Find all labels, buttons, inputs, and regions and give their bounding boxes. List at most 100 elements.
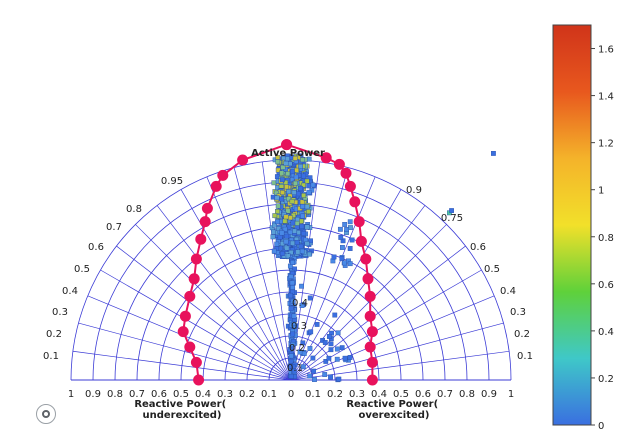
scatter-point [328,341,334,347]
x-tick-label: 0 [288,389,294,400]
x-tick-label: 0.5 [393,389,409,400]
grid-ray [290,269,482,381]
grid-ray [290,176,376,381]
scatter-point [299,218,304,224]
scatter-points [269,150,496,383]
scatter-point [279,196,284,202]
scatter-point [306,183,312,189]
scatter-point [275,208,280,214]
boundary-point [184,290,196,302]
scatter-point [274,241,280,247]
boundary-point [320,152,332,164]
scatter-point [290,331,296,337]
scatter-point [307,175,313,181]
scatter-point [290,260,296,265]
scatter-point [287,363,293,369]
scatter-point [342,355,348,361]
x-tick-label: 0.1 [261,389,277,400]
boundary-point [366,356,378,368]
scatter-point [276,226,282,232]
x-tick-label: 0.5 [173,389,189,400]
colorbar-tick-label: 0.4 [598,327,614,338]
x-tick-label: 0.7 [437,389,453,400]
x-tick-label: 0.4 [195,389,211,400]
inner-radial-label: 0.4 [292,298,308,309]
scatter-point [280,164,286,170]
scatter-point [301,182,306,188]
scatter-point [347,246,353,251]
x-tick-label: 1 [508,389,514,400]
scatter-point [290,220,296,226]
scatter-point [337,226,343,232]
scatter-point [279,177,285,183]
boundary-point [184,341,196,353]
scatter-point [347,261,353,267]
colorbar-bar [552,24,592,426]
scatter-point [271,180,277,186]
scatter-point [306,251,312,257]
colorbar-tick-label: 0.6 [598,280,614,291]
radial-label-left: 0.7 [106,222,122,233]
grid-ray [233,167,292,381]
scatter-point [335,330,341,336]
inner-radial-label: 0.3 [291,321,307,332]
scatter-point [342,222,348,227]
scatter-point [310,355,316,361]
scatter-point [271,248,277,254]
scatter-point [289,199,295,204]
scatter-point [279,251,285,256]
scatter-point [326,355,332,361]
radial-label-right: 0.75 [441,213,463,224]
boundary-point [366,374,378,386]
scatter-point [272,213,278,219]
scatter-point [287,161,293,167]
scatter-point [299,223,305,229]
scatter-point [288,353,294,359]
scatter-point [349,237,355,243]
scatter-point [289,280,295,286]
scatter-point [310,182,316,188]
scatter-point [282,226,288,232]
colorbar: 0 0.2 0.4 0.6 0.8 1 1.2 1.4 1.6 [552,24,614,432]
scatter-point [307,373,313,379]
scatter-point [290,169,295,175]
plotly-logo-icon[interactable] [36,404,56,424]
scatter-point [299,199,305,205]
scatter-point [291,368,297,374]
scatter-point [290,298,296,304]
xlabel-right-line1: Reactive Power( [346,399,438,410]
grid-ray [116,245,292,381]
scatter-point [293,174,299,180]
scatter-point [294,240,300,245]
radial-label-right: 0.5 [484,264,500,275]
scatter-point [290,240,295,246]
scatter-point [323,359,329,364]
grid-ray [290,205,426,381]
x-tick-label: 0.1 [305,389,321,400]
boundary-point [333,158,345,170]
boundary-point [199,216,211,228]
xlabel-right-line2: overexcited) [359,410,430,421]
scatter-point [284,245,290,251]
scatter-point [288,306,294,312]
scatter-point [291,313,297,319]
radial-label-left: 0.2 [46,329,62,340]
boundary-point [193,374,205,386]
x-tick-label: 0.3 [349,389,365,400]
boundary-point [360,253,372,265]
grid-ray [135,224,292,381]
boundary-point [281,139,293,151]
scatter-point [334,356,340,362]
scatter-point [328,374,333,380]
scatter-point [285,208,291,214]
scatter-point [339,256,345,261]
scatter-point [291,212,296,218]
scatter-point [275,159,281,165]
scatter-point [326,334,332,339]
scatter-point [274,219,280,225]
scatter-point [290,285,296,290]
boundary-point [190,356,202,368]
grid-ray [290,224,447,381]
boundary-point [362,273,374,285]
grid-ray [290,189,402,381]
